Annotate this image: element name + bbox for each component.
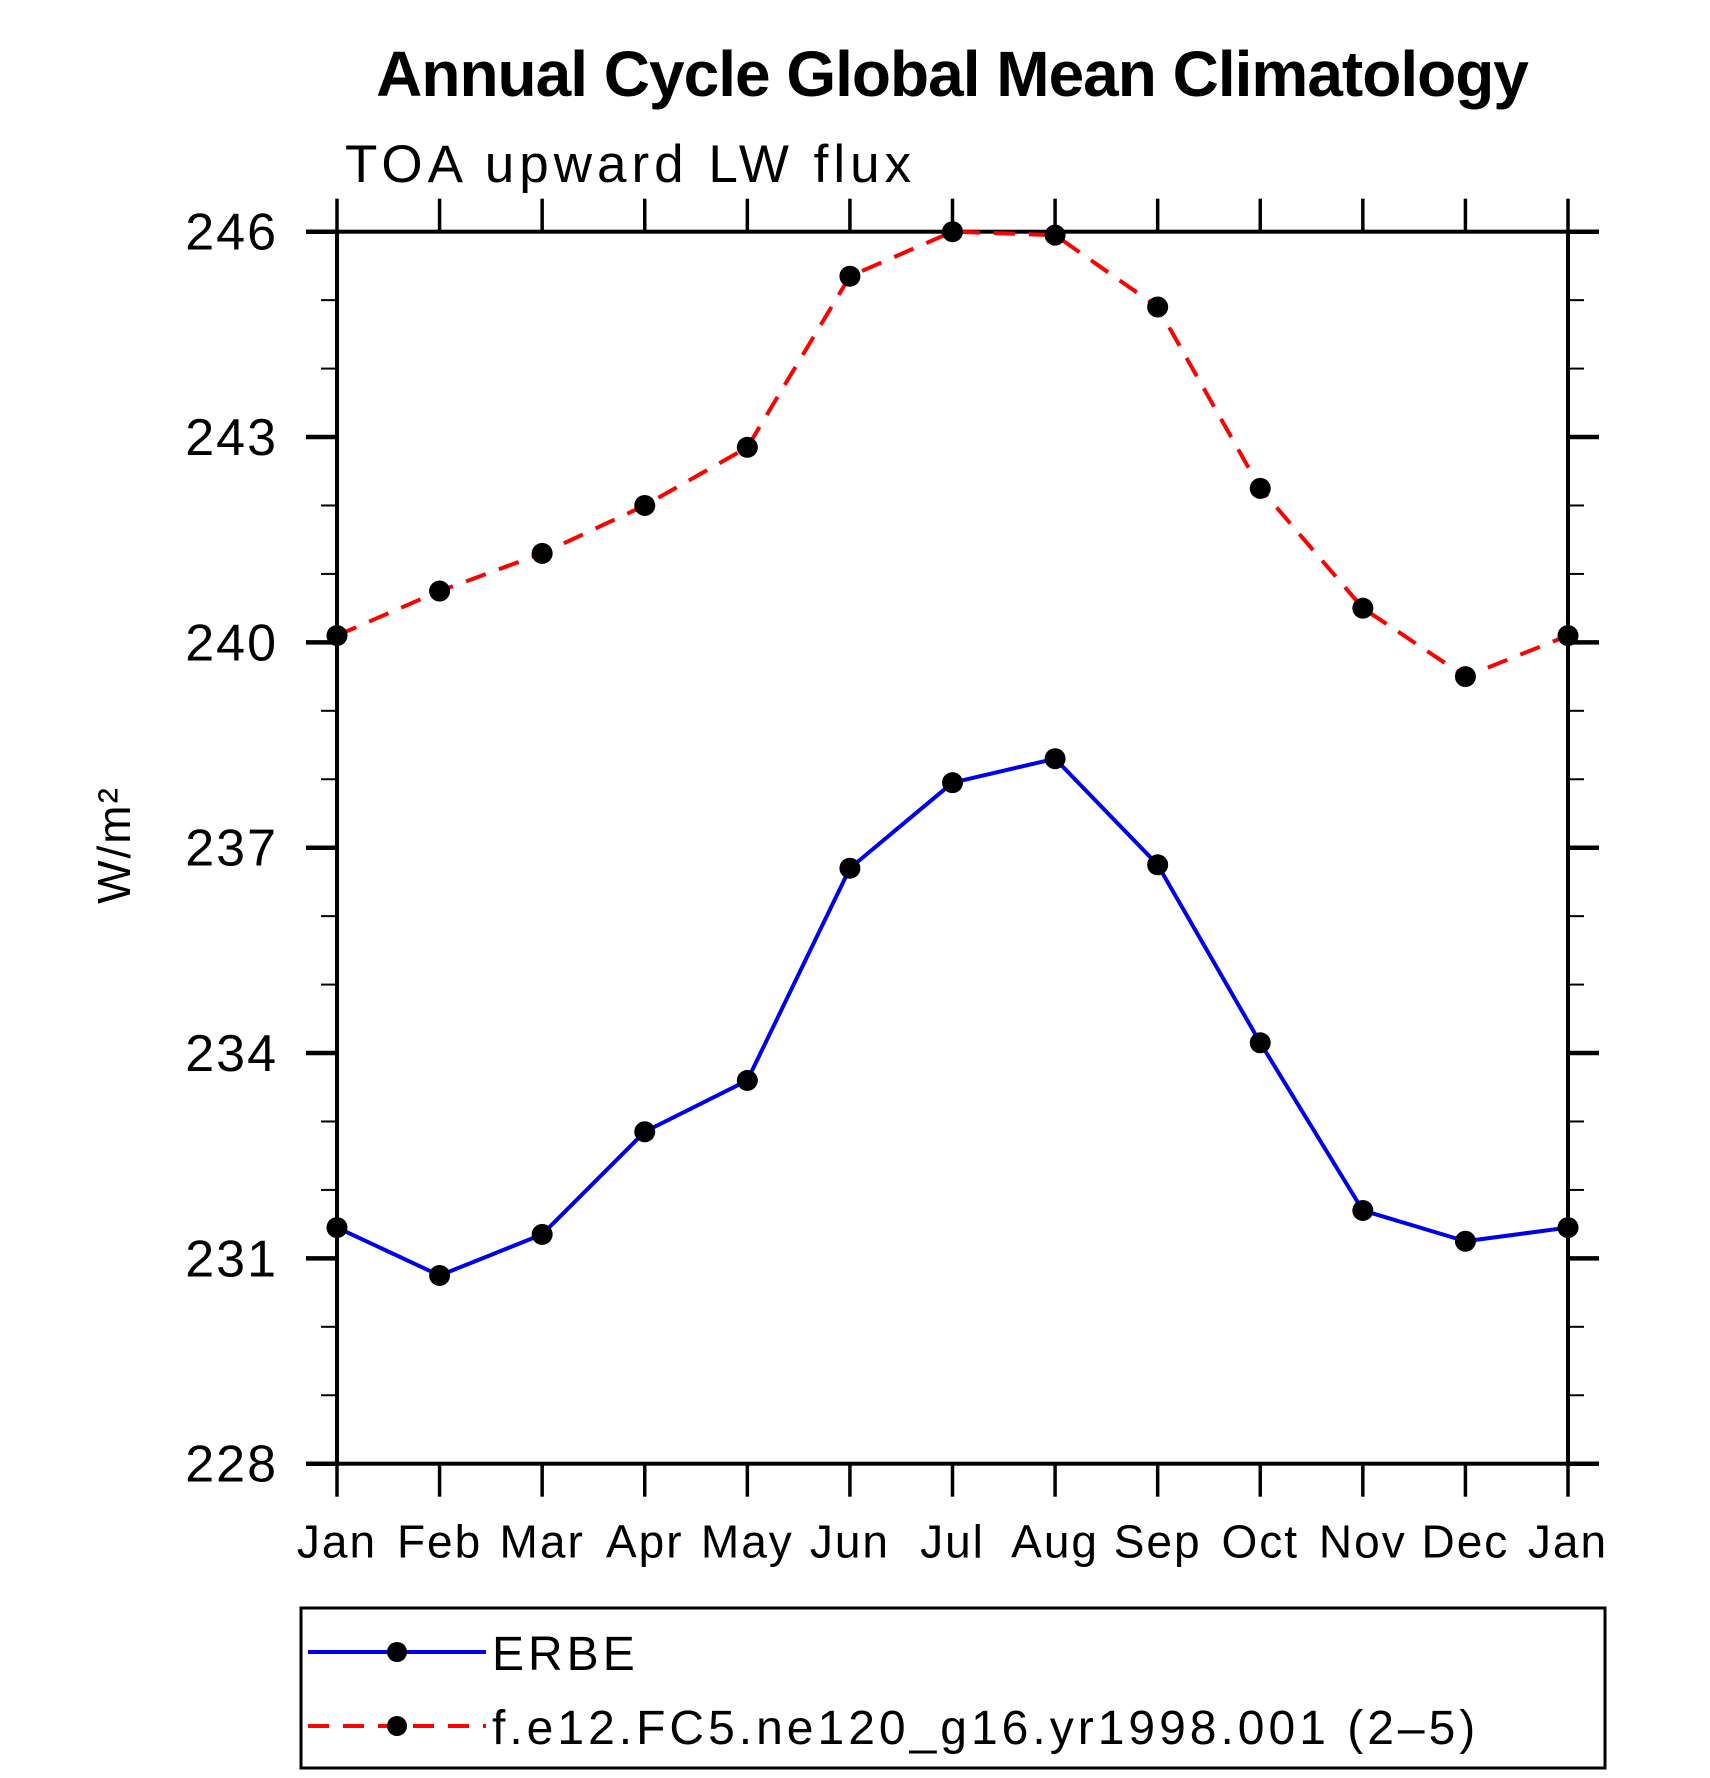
data-point-marker	[1147, 296, 1169, 318]
y-axis-label: W/m²	[88, 786, 140, 904]
y-tick-label: 240	[185, 614, 278, 672]
data-point-marker	[1249, 477, 1271, 499]
data-point-marker	[1147, 854, 1169, 876]
x-tick-label: Jul	[920, 1516, 985, 1568]
data-point-marker	[1352, 1199, 1374, 1221]
data-point-marker	[1454, 666, 1476, 688]
data-point-marker	[1044, 748, 1066, 770]
data-point-marker	[634, 494, 656, 516]
data-point-marker	[1557, 1217, 1579, 1239]
legend: ERBE f.e12.FC5.ne120_g16.yr1998.001 (2–5…	[299, 1606, 1607, 1770]
chart-title: Annual Cycle Global Mean Climatology	[376, 38, 1529, 110]
x-tick-label: Jan	[297, 1516, 377, 1568]
plot-area: 228 231 234 237 240 243 246 Jan Feb Mar Apr May Jun J…	[185, 198, 1608, 1568]
x-tick-label: Nov	[1319, 1516, 1407, 1568]
data-point-marker	[736, 1069, 758, 1091]
data-point-marker	[531, 1223, 553, 1245]
data-point-marker	[1454, 1230, 1476, 1252]
x-tick-label: Jan	[1528, 1516, 1608, 1568]
data-point-marker	[1249, 1032, 1271, 1054]
legend-marker-erbe	[387, 1642, 407, 1662]
series-line-1	[336, 229, 1569, 679]
data-point-marker	[839, 857, 861, 879]
x-tick-label: Apr	[606, 1516, 684, 1568]
data-point-marker	[942, 772, 963, 794]
x-tick-label: Sep	[1114, 1516, 1202, 1568]
x-tick-label: Jun	[810, 1516, 890, 1568]
x-tick-label: Oct	[1221, 1516, 1299, 1568]
legend-label-erbe: ERBE	[492, 1628, 639, 1681]
data-point-marker	[429, 580, 451, 602]
data-point-marker	[326, 1217, 348, 1239]
legend-marker-model	[387, 1716, 407, 1736]
y-tick-label: 234	[185, 1025, 278, 1083]
x-tick-label: Dec	[1422, 1516, 1510, 1568]
legend-label-model: f.e12.FC5.ne120_g16.yr1998.001 (2–5)	[492, 1702, 1479, 1755]
y-tick-label: 237	[185, 820, 278, 878]
data-point-marker	[736, 436, 758, 458]
data-point-marker	[942, 221, 963, 243]
y-tick-label: 246	[185, 204, 278, 262]
x-tick-label: May	[701, 1516, 794, 1568]
y-tick-label: 228	[185, 1436, 278, 1494]
x-tick-label: Feb	[397, 1516, 482, 1568]
y-tick-label: 243	[185, 409, 278, 467]
series-line-0	[336, 756, 1569, 1278]
data-point-marker	[839, 265, 861, 287]
data-point-marker	[1557, 625, 1579, 647]
data-point-marker	[1044, 224, 1066, 246]
data-point-marker	[429, 1264, 451, 1286]
data-point-marker	[1352, 597, 1374, 619]
y-tick-label: 231	[185, 1230, 278, 1288]
legend-box	[299, 1606, 1607, 1770]
x-tick-label: Mar	[500, 1516, 585, 1568]
data-point-marker	[326, 625, 348, 647]
data-point-marker	[634, 1121, 656, 1143]
x-tick-label: Aug	[1011, 1516, 1099, 1568]
chart-subtitle: TOA upward LW flux	[345, 135, 916, 194]
plot-frame	[335, 229, 1570, 1466]
data-point-marker	[531, 542, 553, 564]
